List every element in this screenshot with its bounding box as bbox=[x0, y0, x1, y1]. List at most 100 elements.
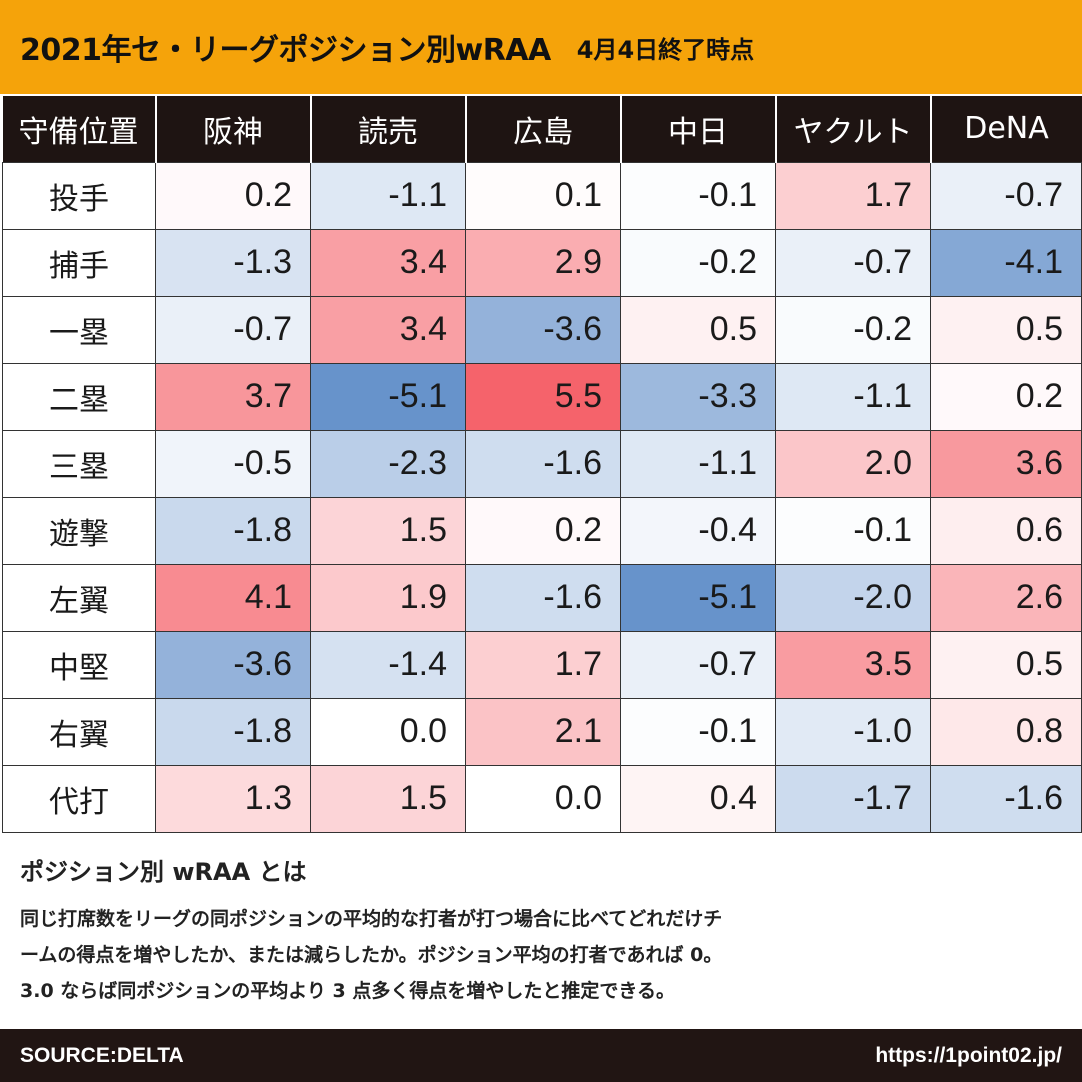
table-body: 投手 0.2 -1.1 0.1 -0.1 1.7 -0.7 捕手 -1.3 3.4 2.9 -0.2-… bbox=[2, 161, 1082, 833]
row-label: 代打 bbox=[2, 764, 156, 833]
value-cell: -2.0 bbox=[775, 563, 931, 632]
value-cell: -0.7 bbox=[775, 228, 931, 297]
column-header: DeNA bbox=[929, 96, 1082, 162]
value-cell: -0.2 bbox=[620, 228, 776, 297]
value-cell: -2.3 bbox=[310, 429, 466, 498]
source-label: SOURCE:DELTA bbox=[20, 1043, 184, 1067]
value-cell: -1.4 bbox=[310, 630, 466, 699]
table-row: 右翼 -1.8 0.0 2.1 -0.1 -1.0 0.8 bbox=[2, 697, 1082, 766]
value-cell: -1.7 bbox=[775, 764, 931, 833]
value-cell: 0.5 bbox=[930, 295, 1082, 364]
table-row: 三塁 -0.5 -2.3 -1.6 -1.1 2.0 3.6 bbox=[2, 429, 1082, 498]
value-cell: 3.7 bbox=[155, 362, 311, 431]
row-label: 投手 bbox=[2, 161, 156, 230]
value-cell: -0.1 bbox=[775, 496, 931, 565]
value-cell: -1.1 bbox=[775, 362, 931, 431]
row-label: 二塁 bbox=[2, 362, 156, 431]
value-cell: -1.3 bbox=[155, 228, 311, 297]
value-cell: -0.1 bbox=[620, 161, 776, 230]
value-cell: 0.5 bbox=[930, 630, 1082, 699]
footer-bar: SOURCE:DELTA https://1point02.jp/ bbox=[0, 1029, 1082, 1082]
row-label: 右翼 bbox=[2, 697, 156, 766]
value-cell: -5.1 bbox=[620, 563, 776, 632]
value-cell: -3.6 bbox=[155, 630, 311, 699]
value-cell: -5.1 bbox=[310, 362, 466, 431]
value-cell: -1.1 bbox=[310, 161, 466, 230]
value-cell: -1.6 bbox=[465, 429, 621, 498]
value-cell: -4.1 bbox=[930, 228, 1082, 297]
note-body: 同じ打席数をリーグの同ポジションの平均的な打者が打つ場合に比べてどれだけチ ーム… bbox=[20, 901, 1070, 1009]
value-cell: -0.7 bbox=[930, 161, 1082, 230]
value-cell: 2.1 bbox=[465, 697, 621, 766]
value-cell: 0.5 bbox=[620, 295, 776, 364]
column-header: 中日 bbox=[619, 96, 776, 162]
value-cell: 0.0 bbox=[310, 697, 466, 766]
value-cell: -1.0 bbox=[775, 697, 931, 766]
value-cell: 1.3 bbox=[155, 764, 311, 833]
wraa-table: 守備位置 阪神 読売 広島 中日 ヤクルト DeNA 投手 0.2 -1.1 0.1-… bbox=[2, 96, 1082, 833]
note-line: ームの得点を増やしたか、または減らしたか。ポジション平均の打者であれば 0。 bbox=[20, 944, 723, 966]
value-cell: 2.6 bbox=[930, 563, 1082, 632]
value-cell: 2.9 bbox=[465, 228, 621, 297]
table-row: 二塁 3.7 -5.1 5.5 -3.3 -1.1 0.2 bbox=[2, 362, 1082, 431]
value-cell: -1.6 bbox=[465, 563, 621, 632]
value-cell: 2.0 bbox=[775, 429, 931, 498]
row-label: 一塁 bbox=[2, 295, 156, 364]
value-cell: 1.9 bbox=[310, 563, 466, 632]
value-cell: 3.6 bbox=[930, 429, 1082, 498]
source-url: https://1point02.jp/ bbox=[875, 1043, 1062, 1067]
column-header: 阪神 bbox=[154, 96, 311, 162]
table-row: 一塁 -0.7 3.4 -3.6 0.5 -0.2 0.5 bbox=[2, 295, 1082, 364]
row-label: 遊撃 bbox=[2, 496, 156, 565]
value-cell: -1.6 bbox=[930, 764, 1082, 833]
value-cell: 1.7 bbox=[465, 630, 621, 699]
note-line: 3.0 ならば同ポジションの平均より 3 点多く得点を増やしたと推定できる。 bbox=[20, 980, 675, 1002]
note-title: ポジション別 wRAA とは bbox=[20, 858, 307, 886]
value-cell: -0.4 bbox=[620, 496, 776, 565]
value-cell: -0.7 bbox=[155, 295, 311, 364]
value-cell: 3.4 bbox=[310, 228, 466, 297]
value-cell: -3.3 bbox=[620, 362, 776, 431]
column-header: 読売 bbox=[309, 96, 466, 162]
value-cell: -1.8 bbox=[155, 697, 311, 766]
value-cell: 3.4 bbox=[310, 295, 466, 364]
table-row: 左翼 4.1 1.9 -1.6 -5.1 -2.0 2.6 bbox=[2, 563, 1082, 632]
chart-title: 2021年セ・リーグポジション別wRAA bbox=[20, 33, 551, 68]
note-line: 同じ打席数をリーグの同ポジションの平均的な打者が打つ場合に比べてどれだけチ bbox=[20, 908, 723, 930]
value-cell: 0.4 bbox=[620, 764, 776, 833]
row-label: 捕手 bbox=[2, 228, 156, 297]
row-label: 三塁 bbox=[2, 429, 156, 498]
table-row: 代打 1.3 1.5 0.0 0.4 -1.7 -1.6 bbox=[2, 764, 1082, 833]
value-cell: 0.8 bbox=[930, 697, 1082, 766]
row-label: 左翼 bbox=[2, 563, 156, 632]
value-cell: 0.2 bbox=[155, 161, 311, 230]
table-row: 中堅 -3.6 -1.4 1.7 -0.7 3.5 0.5 bbox=[2, 630, 1082, 699]
row-label: 中堅 bbox=[2, 630, 156, 699]
value-cell: 3.5 bbox=[775, 630, 931, 699]
value-cell: 0.6 bbox=[930, 496, 1082, 565]
value-cell: -1.1 bbox=[620, 429, 776, 498]
value-cell: -1.8 bbox=[155, 496, 311, 565]
table-row: 捕手 -1.3 3.4 2.9 -0.2 -0.7 -4.1 bbox=[2, 228, 1082, 297]
value-cell: 1.7 bbox=[775, 161, 931, 230]
value-cell: 0.2 bbox=[465, 496, 621, 565]
chart-subtitle: 4月4日終了時点 bbox=[576, 35, 755, 64]
table-row: 投手 0.2 -1.1 0.1 -0.1 1.7 -0.7 bbox=[2, 161, 1082, 230]
value-cell: -0.1 bbox=[620, 697, 776, 766]
header-row: 守備位置 阪神 読売 広島 中日 ヤクルト DeNA bbox=[2, 96, 1082, 162]
value-cell: -0.7 bbox=[620, 630, 776, 699]
value-cell: 0.0 bbox=[465, 764, 621, 833]
definition-note: ポジション別 wRAA とは 同じ打席数をリーグの同ポジションの平均的な打者が打… bbox=[20, 852, 1070, 1009]
value-cell: 0.1 bbox=[465, 161, 621, 230]
value-cell: -0.2 bbox=[775, 295, 931, 364]
title-bar: 2021年セ・リーグポジション別wRAA 4月4日終了時点 bbox=[0, 0, 1082, 94]
table-row: 遊撃 -1.8 1.5 0.2 -0.4 -0.1 0.6 bbox=[2, 496, 1082, 565]
corner-header: 守備位置 bbox=[2, 96, 156, 162]
value-cell: 1.5 bbox=[310, 764, 466, 833]
value-cell: 5.5 bbox=[465, 362, 621, 431]
value-cell: 0.2 bbox=[930, 362, 1082, 431]
column-header: 広島 bbox=[464, 96, 621, 162]
value-cell: 1.5 bbox=[310, 496, 466, 565]
value-cell: -0.5 bbox=[155, 429, 311, 498]
column-header: ヤクルト bbox=[774, 96, 931, 162]
